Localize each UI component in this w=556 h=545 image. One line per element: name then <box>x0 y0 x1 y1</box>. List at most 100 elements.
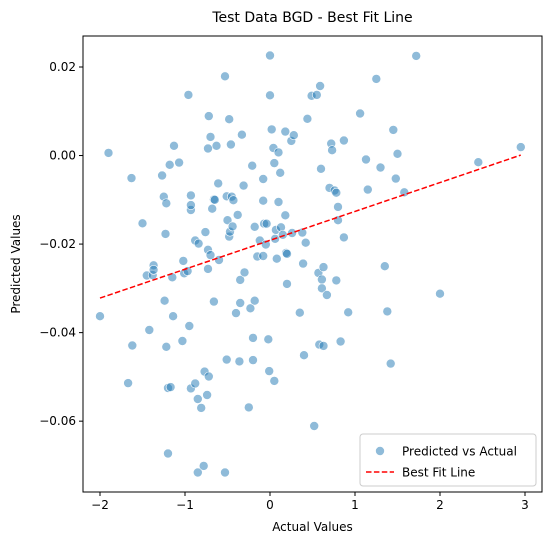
scatter-point <box>294 307 305 318</box>
axes-frame <box>82 35 543 493</box>
scatter-point <box>226 139 236 150</box>
x-axis-label: Actual Values <box>272 520 353 534</box>
scatter-point <box>265 50 275 61</box>
scatter-point <box>183 90 194 100</box>
best-fit-line <box>99 154 521 299</box>
legend-box <box>359 433 537 487</box>
scatter-point <box>211 141 222 151</box>
legend: Predicted vs Actual Best Fit Line <box>359 433 537 487</box>
scatter-point <box>316 164 326 174</box>
scatter-point <box>277 230 288 240</box>
scatter-point <box>399 187 410 198</box>
scatter-point <box>213 178 223 189</box>
scatter-point <box>144 325 155 335</box>
scatter-point <box>318 341 329 351</box>
scatter-point <box>249 295 260 306</box>
scatter-point <box>174 157 184 168</box>
scatter-point <box>298 258 308 269</box>
scatter-point <box>209 296 219 307</box>
scatter-point <box>411 51 422 61</box>
scatter-point <box>186 200 196 210</box>
scatter-point <box>282 279 292 289</box>
y-tick-label: 0.00 <box>49 149 76 163</box>
scatter-point <box>164 160 175 170</box>
scatter-point <box>126 173 137 183</box>
scatter-point <box>300 237 311 248</box>
scatter-point <box>163 448 173 459</box>
scatter-point <box>299 350 309 361</box>
scatter-point <box>210 195 220 205</box>
scatter-point <box>361 154 371 165</box>
scatter-point <box>160 229 171 239</box>
scatter-point <box>343 307 354 318</box>
scatter-point <box>161 198 172 209</box>
scatter-point <box>375 162 386 173</box>
scatter-point <box>248 355 258 365</box>
scatter-point <box>239 267 250 278</box>
x-tick-label: −2 <box>91 498 109 512</box>
scatter-point <box>204 371 214 382</box>
y-axis-ticks: −0.06 −0.04 −0.02 0.00 0.02 <box>39 60 83 428</box>
scatter-point <box>362 184 373 195</box>
scatter-point <box>103 148 114 158</box>
x-tick-label: −1 <box>176 498 194 512</box>
scatter-point <box>148 264 159 275</box>
scatter-point <box>227 221 238 232</box>
legend-line-label: Best Fit Line <box>402 466 475 480</box>
scatter-point <box>273 147 284 158</box>
scatter-point <box>193 394 203 404</box>
legend-scatter-marker <box>375 446 385 456</box>
scatter-point <box>224 114 234 124</box>
chart-title: Test Data BGD - Best Fit Line <box>211 10 412 26</box>
scatter-point <box>339 135 349 146</box>
scatter-point <box>234 356 245 367</box>
y-axis-label: Predicted Values <box>9 214 23 313</box>
scatter-point <box>193 467 203 478</box>
scatter-point <box>260 239 271 250</box>
scatter-point <box>161 341 172 352</box>
scatter-point <box>169 141 179 151</box>
scatter-point <box>232 210 243 220</box>
scatter-point <box>261 218 272 229</box>
scatter-point <box>331 275 342 286</box>
scatter-point <box>309 421 320 431</box>
scatter-point <box>178 256 189 266</box>
scatter-point <box>335 336 346 347</box>
scatter-point <box>269 376 280 386</box>
y-tick-label: −0.06 <box>39 414 76 428</box>
scatter-point <box>288 130 299 140</box>
scatter-point <box>222 215 233 225</box>
scatter-point <box>205 250 216 260</box>
plot-area <box>95 50 526 478</box>
x-axis-ticks: −2 −1 0 1 2 3 <box>91 492 529 512</box>
scatter-point <box>515 142 526 152</box>
scatter-point <box>379 261 390 272</box>
scatter-point <box>266 124 277 135</box>
scatter-point <box>264 366 275 376</box>
scatter-point <box>190 378 200 389</box>
scatter-point <box>198 461 209 471</box>
scatter-point <box>221 354 232 365</box>
scatter-point <box>271 253 282 264</box>
scatter-point <box>95 311 105 322</box>
scatter-point <box>200 227 211 237</box>
scatter-point <box>207 203 217 214</box>
scatter-point <box>159 295 170 306</box>
scatter-point <box>127 340 138 351</box>
scatter-point <box>371 74 382 84</box>
scatter-point <box>382 306 393 317</box>
scatter-point <box>385 358 396 369</box>
x-tick-label: 0 <box>266 498 274 512</box>
scatter-point <box>333 215 343 225</box>
scatter-point <box>275 168 286 178</box>
scatter-point <box>297 227 308 238</box>
scatter-point <box>203 143 213 154</box>
scatter-point <box>193 238 204 249</box>
scatter-point <box>258 195 269 206</box>
scatter-point <box>388 125 399 135</box>
scatter-point <box>258 251 269 261</box>
scatter-point <box>269 158 280 168</box>
scatter-point <box>123 378 133 388</box>
scatter-point <box>249 222 260 232</box>
scatter-point <box>327 145 337 155</box>
